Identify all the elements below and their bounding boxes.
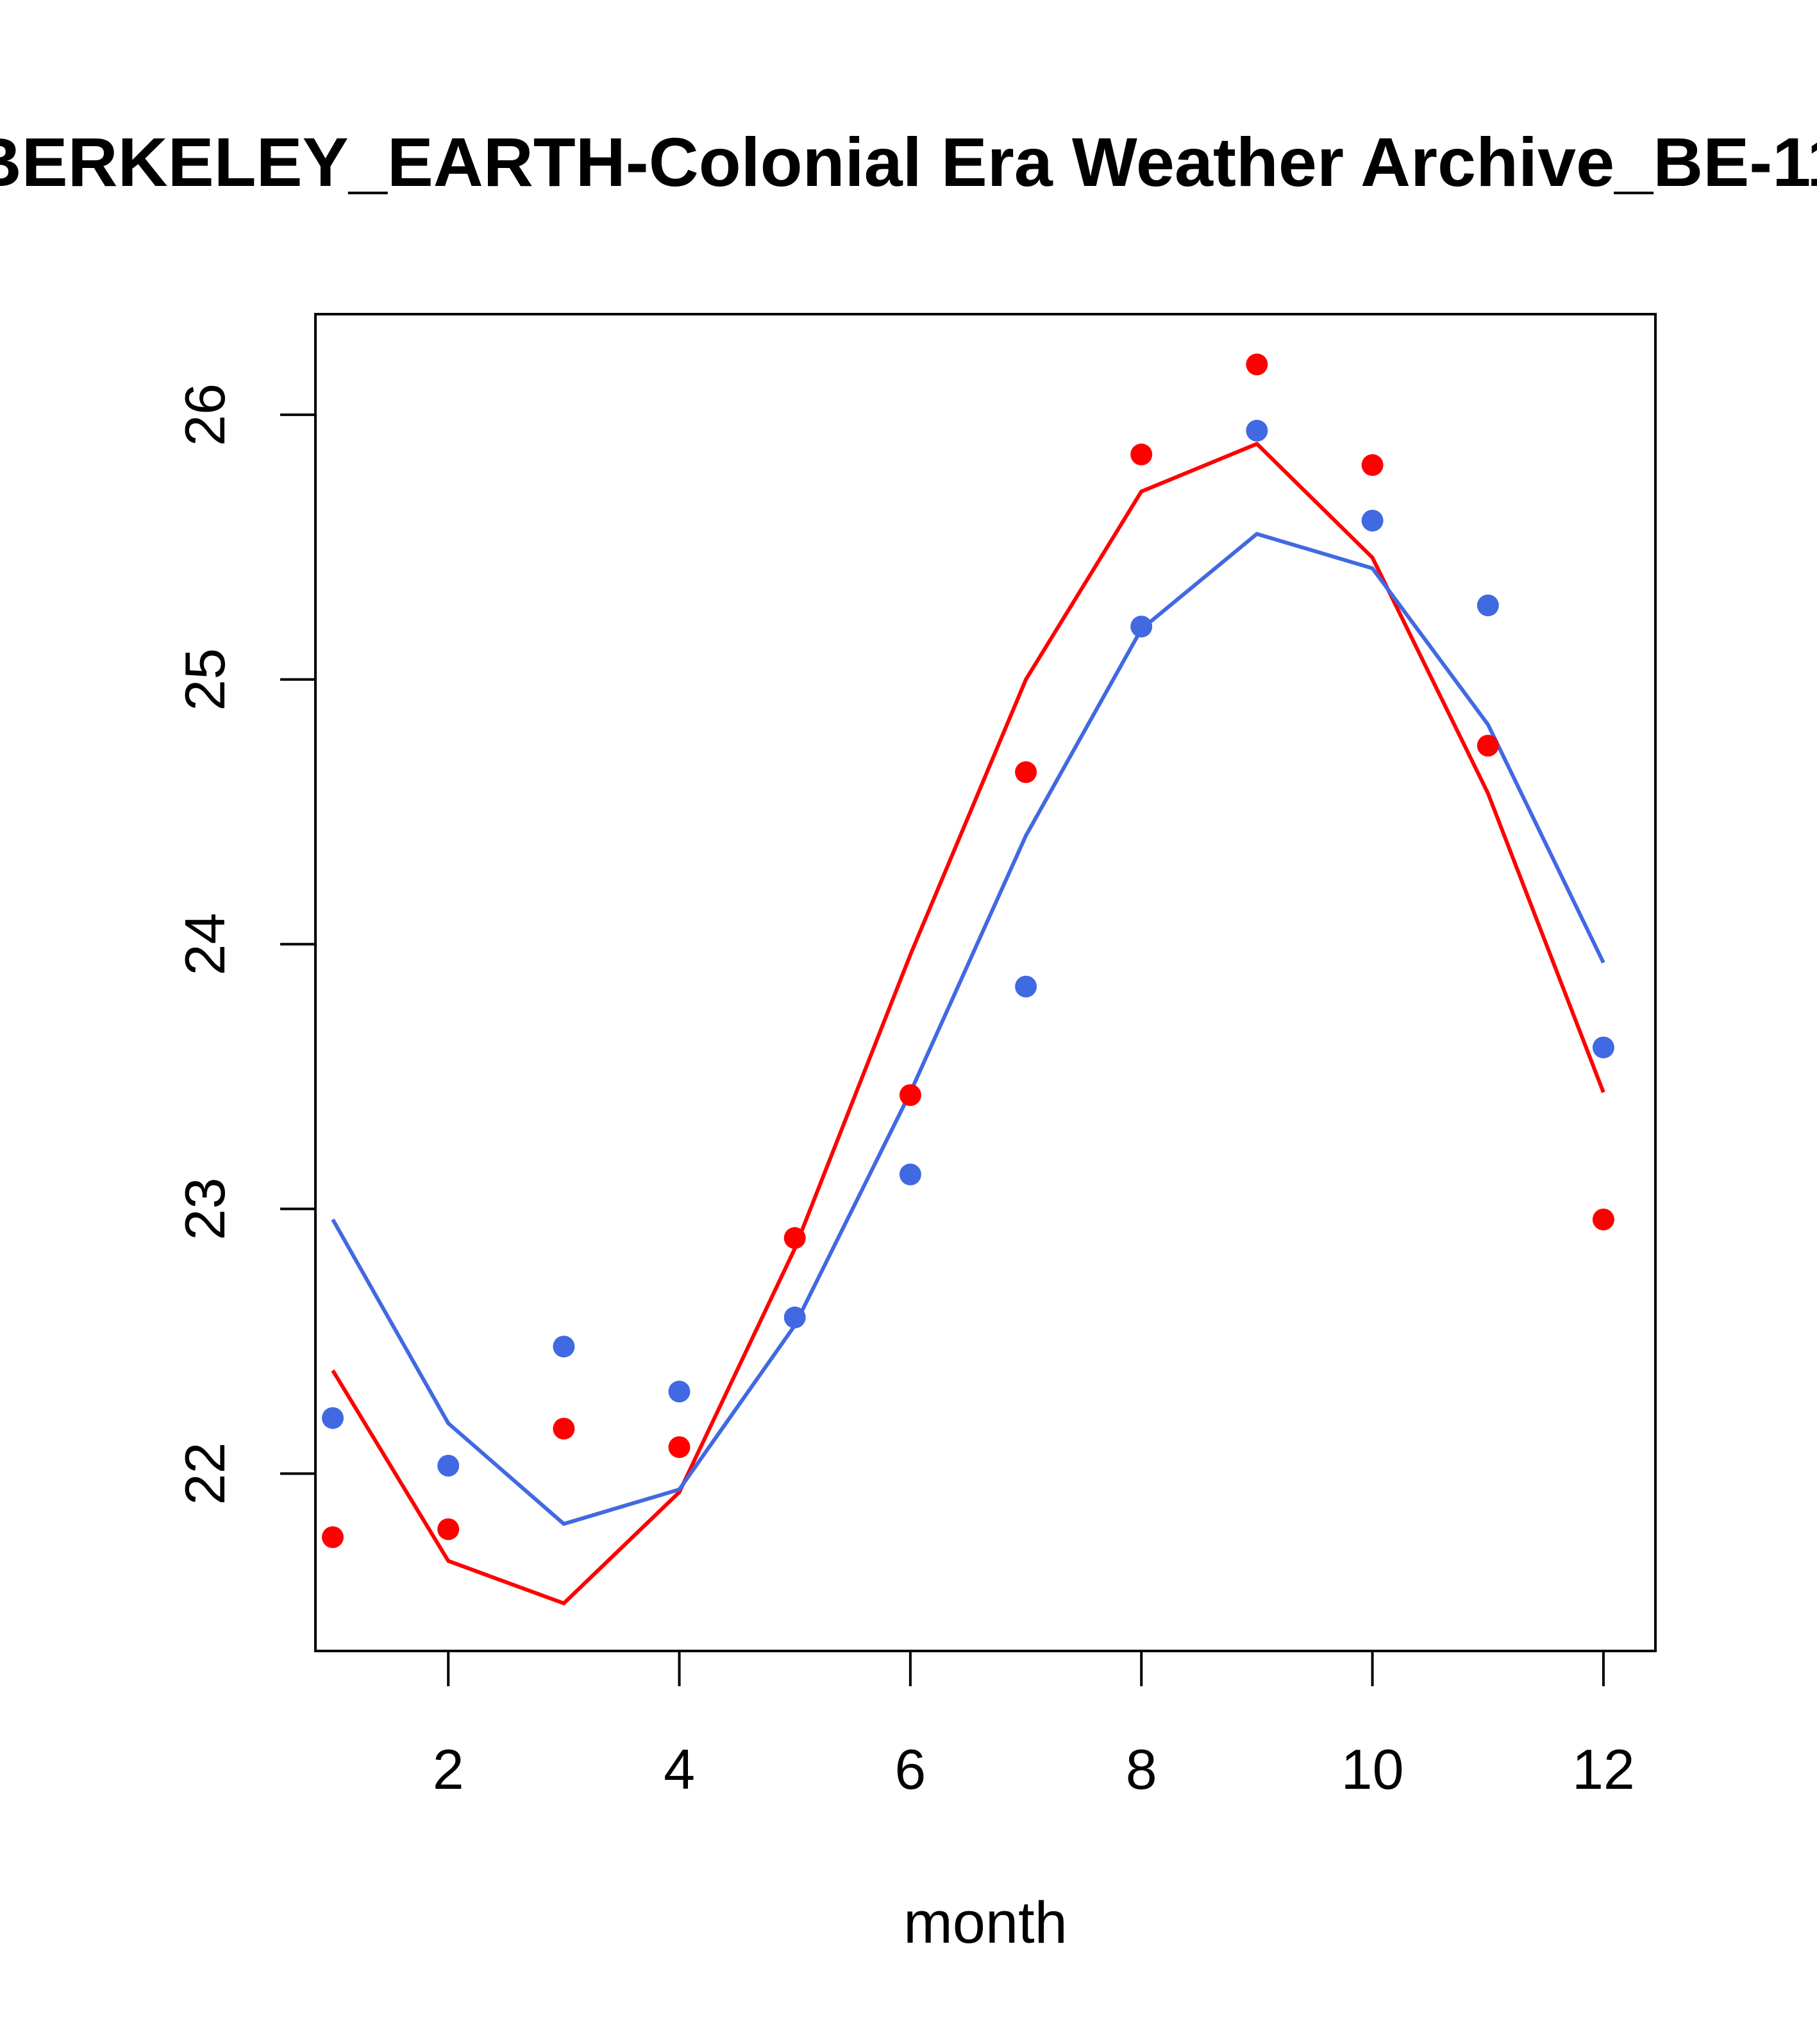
series-line-4: [331, 532, 1605, 1526]
x-tick-label: 12: [1572, 1738, 1635, 1801]
y-tick-label: 23: [173, 1178, 237, 1241]
series-1-point: [1015, 761, 1037, 783]
series-1-point: [783, 1227, 806, 1249]
series-2-point: [1015, 975, 1037, 998]
y-tick-label: 25: [173, 648, 237, 711]
series-1-point: [553, 1418, 575, 1440]
x-tick-label: 2: [433, 1738, 464, 1801]
y-tick-label: 26: [173, 383, 237, 446]
series-2-point: [899, 1163, 921, 1185]
plot-frame: [314, 313, 1657, 1652]
series-1-point: [899, 1084, 921, 1106]
series-2-point: [437, 1455, 460, 1477]
series-2-point: [322, 1407, 344, 1429]
series-1-point: [1130, 443, 1153, 465]
series-1-point: [322, 1526, 344, 1548]
series-1-point: [1361, 454, 1384, 476]
series-2-point: [1477, 594, 1499, 617]
series-1-point: [1477, 735, 1499, 757]
y-tick-label: 24: [173, 913, 237, 976]
x-axis-label: month: [903, 1890, 1068, 1956]
series-2-point: [1361, 510, 1384, 532]
series-2-point: [783, 1306, 806, 1328]
x-axis: 2 4 6 8 10 12: [433, 1651, 1635, 1801]
series-1-point: [1246, 353, 1268, 376]
x-tick-label: 10: [1341, 1738, 1404, 1801]
series-2-point: [1592, 1036, 1614, 1059]
y-axis: 22 23 24 25 26: [173, 383, 315, 1505]
series-2-point: [1246, 419, 1268, 442]
series-1-point: [1592, 1209, 1614, 1230]
series-2-point: [553, 1336, 575, 1358]
series-1-point: [668, 1436, 691, 1459]
plot-area: [322, 353, 1614, 1605]
series-2-point: [668, 1380, 691, 1403]
x-tick-label: 8: [1126, 1738, 1157, 1801]
x-tick-label: 6: [894, 1738, 926, 1801]
x-tick-label: 4: [664, 1738, 695, 1801]
y-tick-label: 22: [173, 1442, 237, 1505]
series-2-point: [1130, 616, 1153, 638]
series-1-point: [437, 1518, 460, 1541]
chart-title: BERKELEY_EARTH-Colonial Era Weather Arch…: [0, 123, 1817, 201]
